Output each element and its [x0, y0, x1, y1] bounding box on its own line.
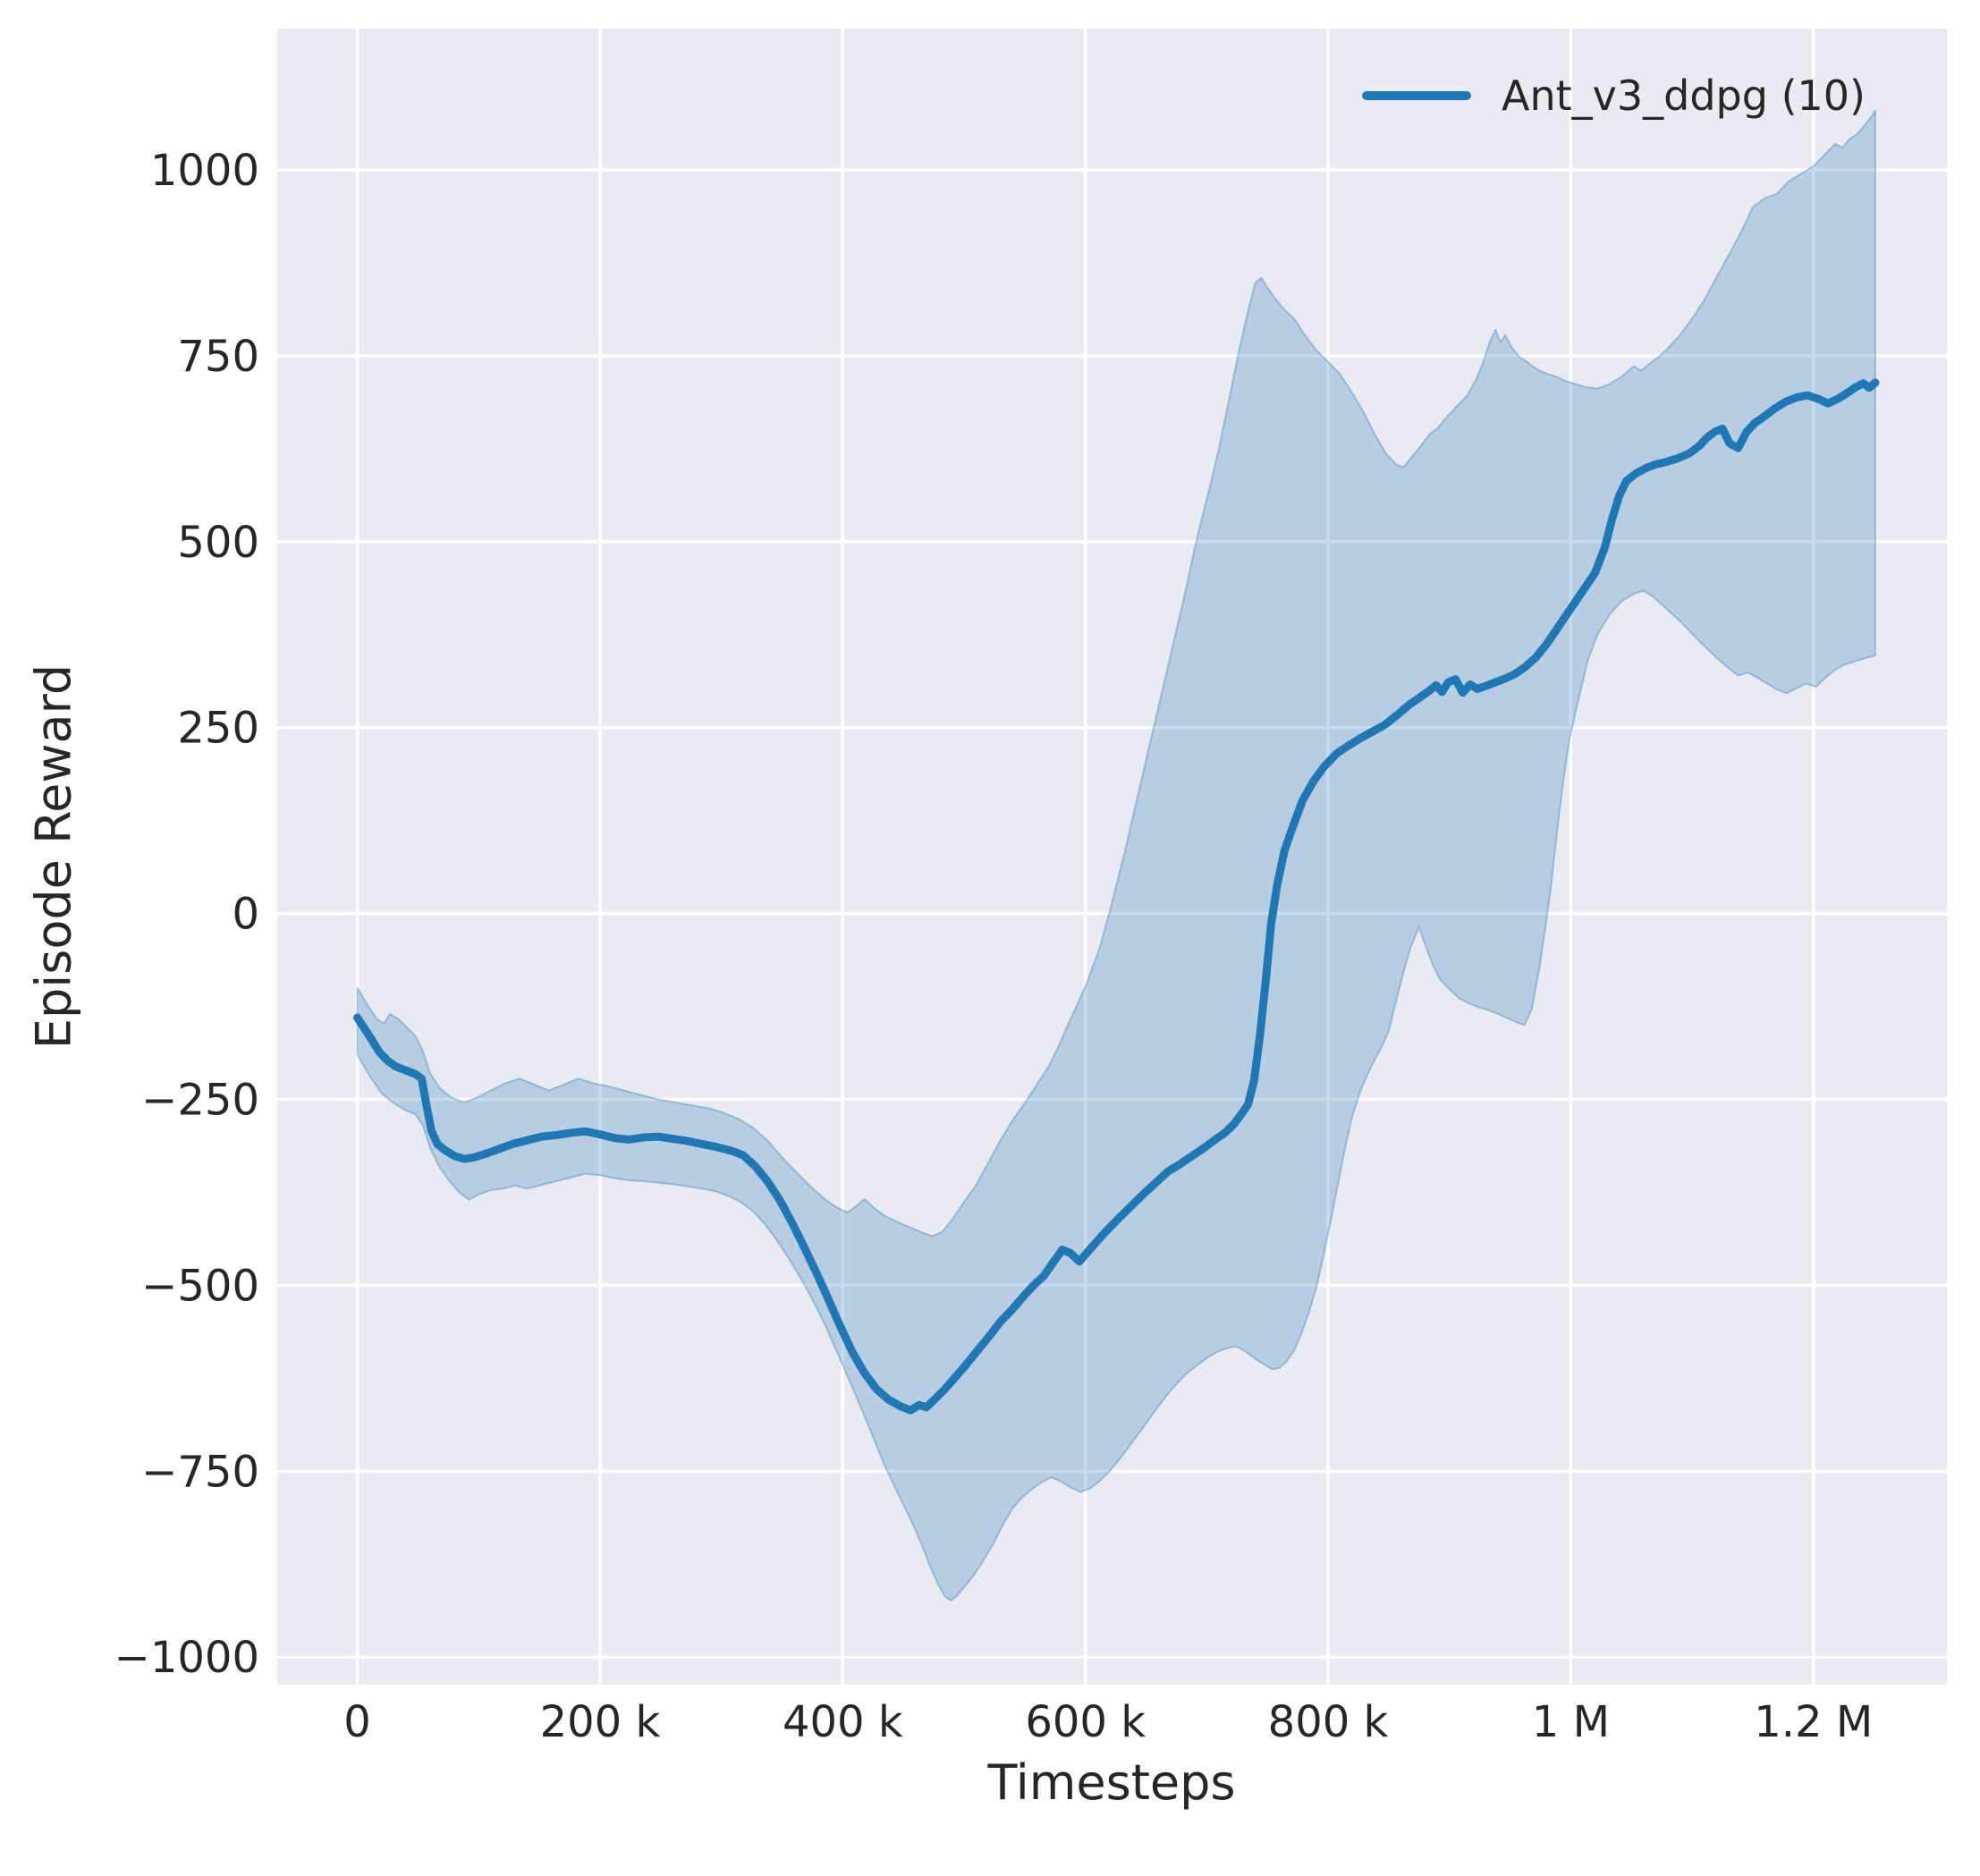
legend-line-swatch [1362, 91, 1471, 100]
x-tick-label-6: 1.2 M [1754, 1697, 1873, 1747]
x-tick-label-4: 800 k [1268, 1697, 1389, 1747]
x-tick-label-3: 600 k [1025, 1697, 1146, 1747]
x-tick-label-0: 0 [343, 1697, 371, 1747]
plot-area [277, 29, 1947, 1685]
y-axis-label: Episode Reward [25, 663, 82, 1050]
legend-series-label: Ant_v3_ddpg (10) [1502, 72, 1866, 120]
series-line-0 [353, 378, 1880, 1415]
y-tick-label-2: 500 [177, 518, 259, 568]
y-tick-label-7: −750 [141, 1447, 259, 1497]
y-tick-label-8: −1000 [114, 1633, 259, 1683]
y-tick-label-3: 250 [177, 704, 259, 754]
x-tick-label-5: 1 M [1532, 1697, 1610, 1747]
x-axis-label: Timesteps [987, 1754, 1236, 1811]
y-tick-label-1: 750 [177, 332, 259, 382]
x-tick-label-2: 400 k [783, 1697, 903, 1747]
confidence-band-0 [356, 109, 1876, 1602]
x-tick-label-1: 200 k [540, 1697, 661, 1747]
y-tick-label-4: 0 [232, 890, 259, 940]
y-tick-label-5: −250 [141, 1076, 259, 1126]
y-tick-label-6: −500 [141, 1261, 259, 1311]
legend: Ant_v3_ddpg (10) [1362, 72, 1866, 120]
y-tick-label-0: 1000 [150, 146, 259, 196]
